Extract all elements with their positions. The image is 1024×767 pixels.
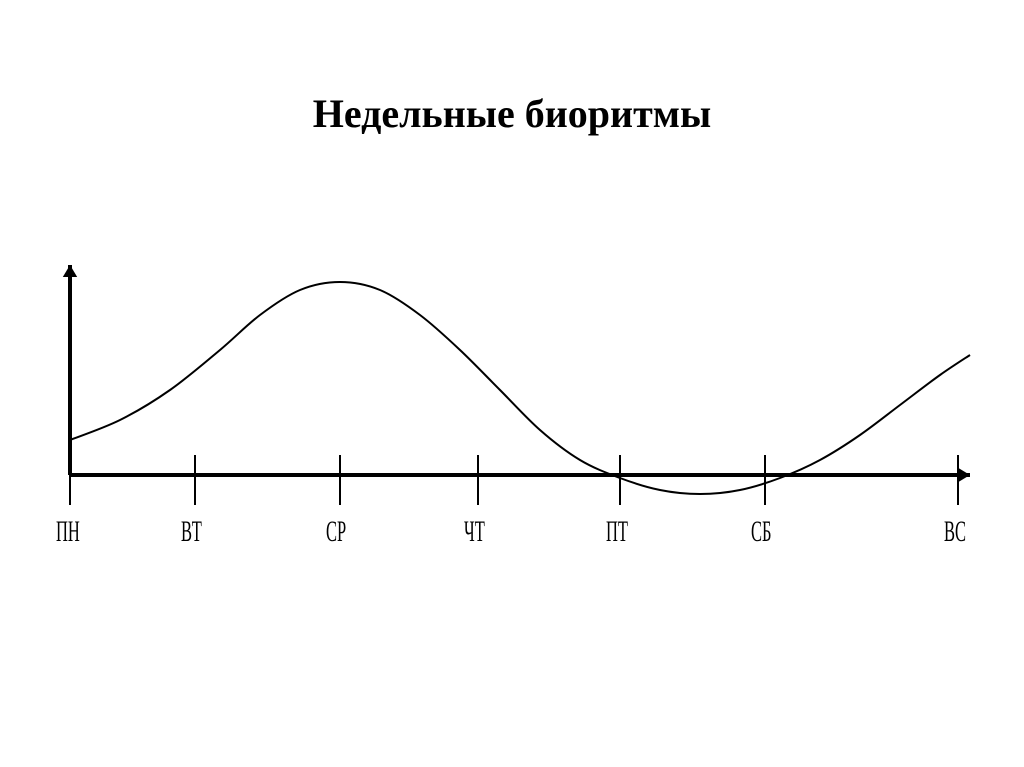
- chart-title: Недельные биоритмы: [0, 90, 1024, 137]
- x-tick-label: СР: [326, 515, 346, 549]
- x-tick-label: ЧТ: [464, 515, 485, 549]
- x-tick-label: СБ: [751, 515, 771, 549]
- x-tick-label: ПТ: [606, 515, 628, 549]
- x-tick-label: ВТ: [181, 515, 202, 549]
- x-tick-label: ВС: [944, 515, 966, 549]
- x-tick-label: ПН: [56, 515, 80, 549]
- page-root: Недельные биоритмы ПН ВТ СР ЧТ ПТ СБ ВС: [0, 0, 1024, 767]
- chart-area: ПНВТСРЧТПТСБВС: [60, 260, 980, 560]
